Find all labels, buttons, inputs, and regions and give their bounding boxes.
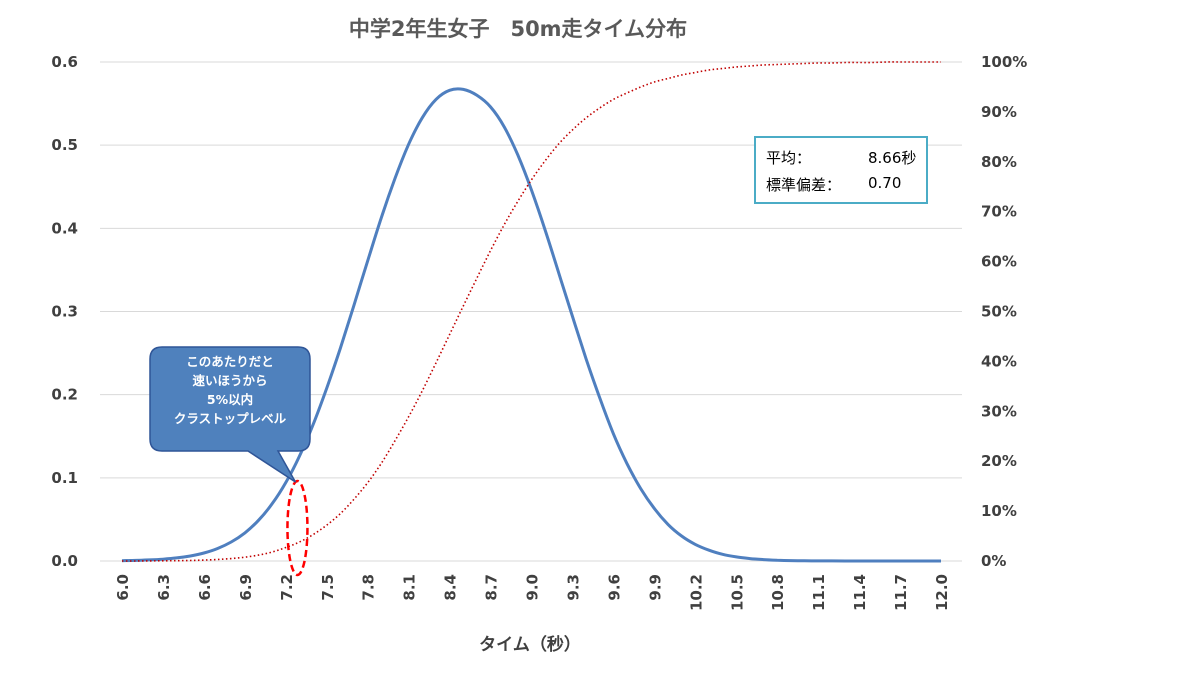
y2-tick-label: 100% <box>981 53 1027 71</box>
x-axis-label: タイム（秒） <box>479 634 581 655</box>
x-tick-label: 9.3 <box>564 574 582 601</box>
x-tick-label: 11.7 <box>892 574 910 611</box>
y2-tick-label: 90% <box>981 103 1017 121</box>
y-tick-label: 0.0 <box>51 552 78 570</box>
y2-tick-label: 60% <box>981 253 1017 271</box>
x-tick-label: 10.5 <box>728 574 746 611</box>
cumulative-series-line <box>122 61 941 562</box>
y2-axis-ticks: 0% 10% 20% 30% 40% 50% 60% 70% 80% 90% 100% <box>981 53 1027 570</box>
y2-tick-label: 70% <box>981 203 1017 221</box>
y2-tick-label: 30% <box>981 402 1017 420</box>
x-tick-label: 11.1 <box>810 574 828 611</box>
callout-line-1: このあたりだと <box>186 354 274 369</box>
sd-label: 標準偏差： <box>766 176 842 194</box>
mean-label: 平均： <box>766 149 812 167</box>
y2-tick-label: 40% <box>981 352 1017 370</box>
y2-tick-label: 0% <box>981 552 1006 570</box>
callout-line-2: 速いほうから <box>192 373 268 388</box>
y-tick-label: 0.6 <box>51 53 78 71</box>
sd-value: 0.70 <box>868 174 902 192</box>
x-tick-label: 7.5 <box>319 574 337 601</box>
y-tick-label: 0.2 <box>51 386 78 404</box>
x-tick-label: 7.2 <box>278 574 296 601</box>
chart-title: 中学2年生女子 50m走タイム分布 <box>349 17 687 41</box>
y2-tick-label: 20% <box>981 452 1017 470</box>
highlight-ellipse <box>286 479 309 577</box>
x-tick-label: 12.0 <box>933 574 951 611</box>
y-axis-ticks: 0.0 0.1 0.2 0.3 0.4 0.5 0.6 <box>51 53 78 570</box>
mean-value: 8.66秒 <box>868 149 917 167</box>
y-tick-label: 0.1 <box>51 469 78 487</box>
stats-box: 平均： 8.66秒 標準偏差： 0.70 <box>754 136 928 204</box>
x-tick-label: 11.4 <box>851 574 869 611</box>
x-tick-label: 9.0 <box>524 574 542 601</box>
x-tick-label: 6.6 <box>196 574 214 601</box>
density-series-line <box>121 87 941 563</box>
x-tick-label: 6.9 <box>237 574 255 601</box>
callout-line-4: クラストップレベル <box>173 411 287 426</box>
callout-shape <box>149 346 311 483</box>
y2-tick-label: 50% <box>981 303 1017 321</box>
y2-tick-label: 10% <box>981 502 1017 520</box>
x-tick-label: 9.6 <box>605 574 623 601</box>
callout-bubble <box>149 346 311 483</box>
x-tick-label: 8.4 <box>442 574 460 601</box>
callout-line-3: 5%以内 <box>206 392 254 407</box>
x-tick-label: 8.1 <box>401 574 419 601</box>
x-tick-label: 6.3 <box>155 574 173 601</box>
y-tick-label: 0.4 <box>51 219 78 237</box>
x-axis-ticks: 6.0 6.3 6.6 6.9 7.2 7.5 7.8 8.1 8.4 8.7 9.0 9.3 9.6 9… <box>114 574 951 611</box>
x-tick-label: 9.9 <box>646 574 664 601</box>
y-tick-label: 0.3 <box>51 303 78 321</box>
callout-text: このあたりだと 速いほうから 5%以内 クラストップレベル <box>150 352 310 428</box>
y-tick-label: 0.5 <box>51 136 78 154</box>
series-group <box>121 61 941 577</box>
y2-tick-label: 80% <box>981 153 1017 171</box>
x-tick-label: 10.8 <box>769 574 787 611</box>
x-tick-label: 10.2 <box>687 574 705 611</box>
x-tick-label: 7.8 <box>360 574 378 601</box>
x-tick-label: 8.7 <box>483 574 501 601</box>
x-tick-label: 6.0 <box>114 574 132 601</box>
